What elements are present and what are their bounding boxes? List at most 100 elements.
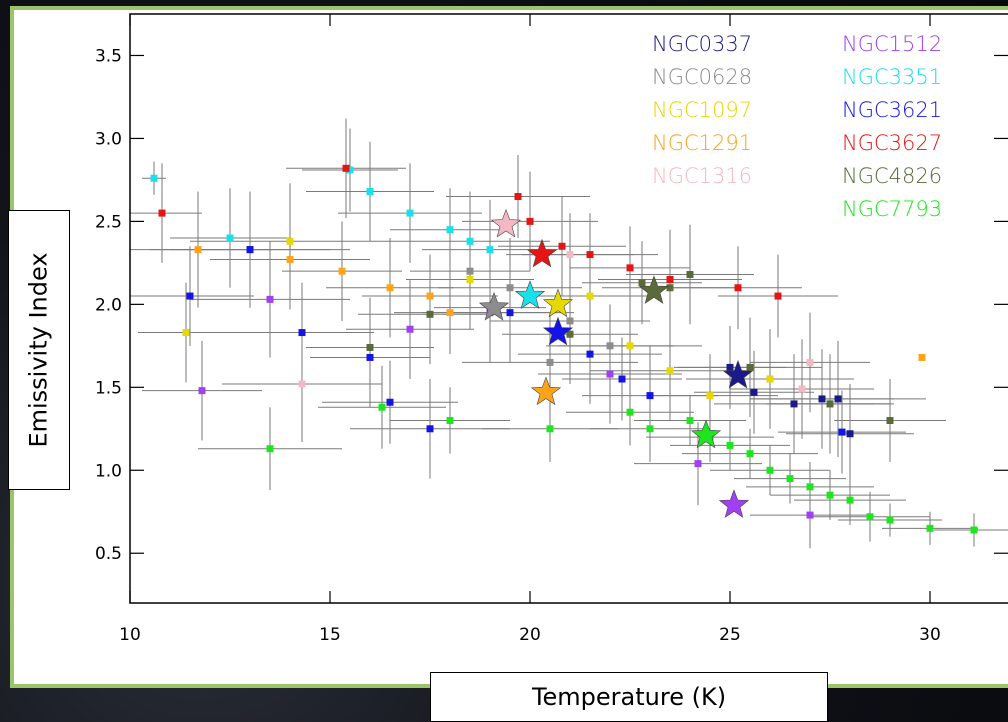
point [926,524,934,532]
mean-star [722,359,754,389]
point [818,395,826,403]
point [546,358,554,366]
point [386,284,394,292]
point [246,246,254,254]
point [734,284,742,292]
legend-entry: NGC1097 [652,98,752,122]
mean-star [638,275,670,304]
point [266,295,274,303]
point [158,209,166,217]
point [826,400,834,408]
mean-star [542,288,574,318]
point [182,329,190,337]
point [806,511,814,519]
point [606,370,614,378]
point [726,363,734,371]
point [646,392,654,400]
point [726,441,734,449]
point [546,425,554,433]
point [186,292,194,300]
point [406,325,414,333]
point [886,516,894,524]
point [526,217,534,225]
point [566,251,574,259]
point [466,275,474,283]
point [286,237,294,245]
point [626,342,634,350]
point [426,310,434,318]
point [346,166,354,174]
point [226,234,234,242]
point [446,416,454,424]
point [838,428,846,436]
point [626,408,634,416]
point [666,367,674,375]
axes-frame [129,13,1008,604]
point [266,445,274,453]
legend-entry: NGC7793 [842,197,942,221]
point [426,425,434,433]
legend-entry: NGC1512 [842,32,942,56]
point [586,292,594,300]
point [586,251,594,259]
x-tick-label: 15 [319,625,341,645]
point [378,403,386,411]
x-tick-label: 25 [719,625,741,645]
y-axis-label-text: Emissivity Index [25,252,54,448]
mean-star [490,208,522,238]
point [626,264,634,272]
y-tick-label: 0.5 [95,544,122,564]
point [666,275,674,283]
mean-star [718,489,750,518]
point [638,279,646,287]
point [846,430,854,438]
point [446,226,454,234]
point [286,256,294,264]
y-tick-label: 3.0 [95,129,122,149]
point [798,385,806,393]
point [486,246,494,254]
legend-entry: NGC4826 [842,164,942,188]
mean-star [542,316,574,346]
point [806,358,814,366]
point [866,513,874,521]
point [298,380,306,388]
panel [10,6,1008,688]
point [746,363,754,371]
point [886,416,894,424]
x-tick-label: 30 [919,625,941,645]
point [566,330,574,338]
point [846,496,854,504]
y-axis-label: Emissivity Index [8,210,70,490]
mean-star [526,238,558,268]
point [506,284,514,292]
point [786,475,794,483]
point [746,450,754,458]
legend-entry: NGC1316 [652,164,752,188]
mean-star [478,291,510,321]
point [686,270,694,278]
point [150,174,158,182]
legend-entry: NGC1291 [652,131,752,155]
point [338,267,346,275]
point [606,342,614,350]
y-tick-label: 3.5 [95,46,122,66]
y-tick-label: 1.5 [95,378,122,398]
point [834,395,842,403]
point [446,309,454,317]
point [766,466,774,474]
point [366,343,374,351]
point [466,237,474,245]
point [666,284,674,292]
point [566,317,574,325]
point [342,164,350,172]
point [426,292,434,300]
point [826,491,834,499]
point [918,353,926,361]
legend-entry: NGC3621 [842,98,942,122]
y-tick-label: 2.5 [95,212,122,232]
point [466,267,474,275]
point [386,398,394,406]
legend-entry: NGC0628 [652,65,752,89]
